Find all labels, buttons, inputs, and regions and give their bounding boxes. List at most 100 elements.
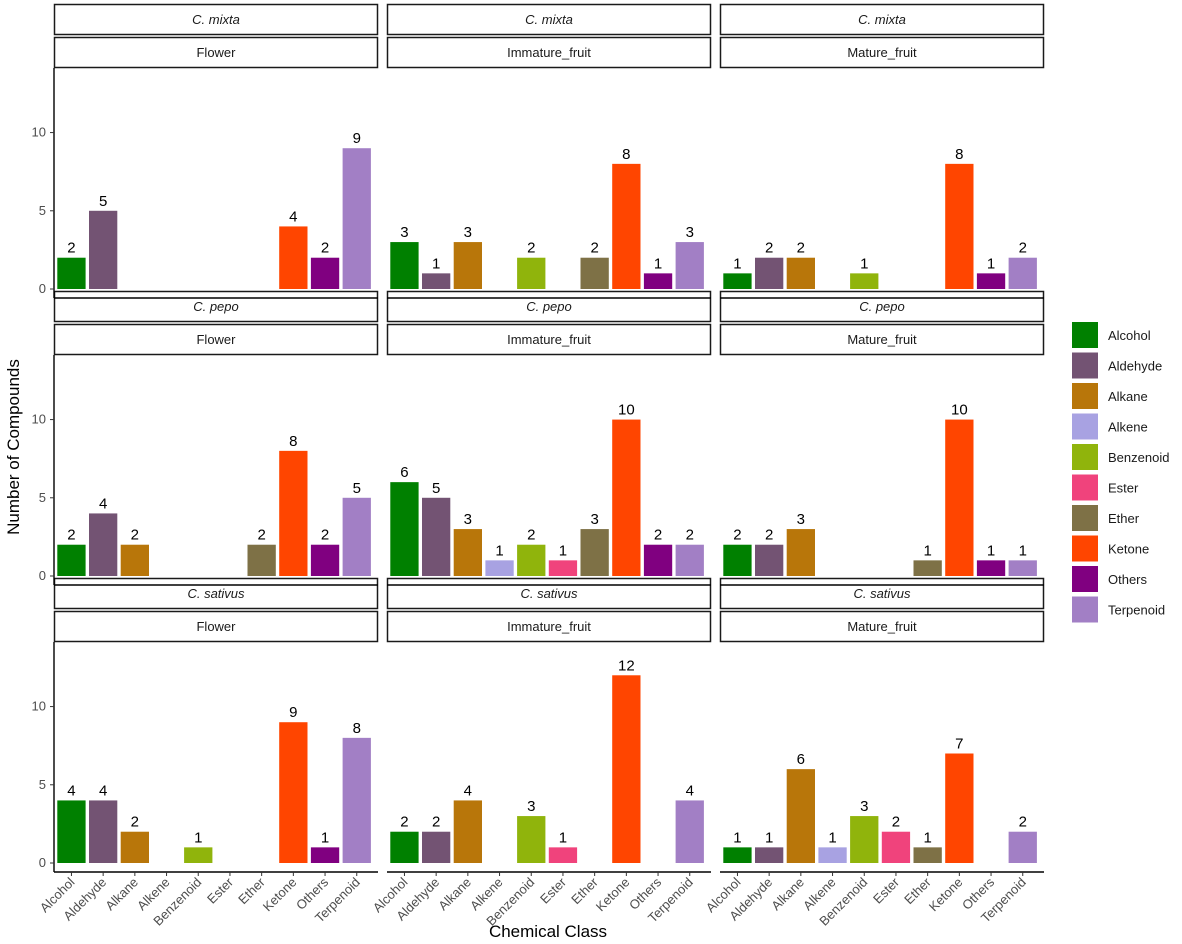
bar-value-label: 3 <box>797 511 805 528</box>
facet-panel: C. sativus Immature_fruit 2 2 4 3 1 12 4 <box>386 577 712 863</box>
bar-value-label: 3 <box>527 798 535 815</box>
legend-item-label: Terpenoid <box>1108 603 1165 618</box>
bar-value-label: 1 <box>860 255 868 272</box>
bar <box>881 831 911 863</box>
bar-value-label: 2 <box>432 814 440 831</box>
strip-species-label: C. pepo <box>526 299 572 314</box>
bar <box>390 482 419 576</box>
bar <box>390 831 419 863</box>
bar-value-label: 3 <box>860 798 868 815</box>
bar <box>675 242 704 289</box>
bar <box>723 847 752 863</box>
bar-value-label: 5 <box>99 193 107 210</box>
bar <box>643 273 673 289</box>
bar <box>342 737 371 863</box>
strip-tissue <box>719 36 1045 69</box>
bar-value-label: 1 <box>765 829 773 846</box>
bar <box>818 847 847 863</box>
x-tick-label: Ketone <box>593 875 633 915</box>
bar-value-label: 4 <box>67 782 75 799</box>
bar-value-label: 1 <box>654 255 662 272</box>
strip-species-label: C. sativus <box>853 586 911 601</box>
facet-panel: C. pepo Mature_fruit 2 2 3 1 10 1 1 <box>719 290 1045 576</box>
facet-panel: C. mixta Flower 2 5 4 2 9 <box>53 3 379 289</box>
bar <box>184 847 213 863</box>
bar <box>517 816 546 863</box>
strip-tissue-label: Mature_fruit <box>847 45 917 60</box>
strip-tissue <box>719 610 1045 643</box>
bar <box>850 816 879 863</box>
bar-value-label: 1 <box>321 829 329 846</box>
bar-value-label: 1 <box>987 542 995 559</box>
strip-species-label: C. sativus <box>520 586 578 601</box>
bar-value-label: 2 <box>527 527 535 544</box>
legend-item-label: Ether <box>1108 511 1140 526</box>
legend-swatch <box>1072 413 1098 440</box>
bar-value-label: 2 <box>321 240 329 257</box>
bar-value-label: 1 <box>923 829 931 846</box>
strip-species-label: C. mixta <box>858 12 906 27</box>
legend-swatch <box>1072 444 1098 470</box>
strip-species <box>386 290 712 323</box>
strip-species <box>386 577 712 610</box>
bar-value-label: 2 <box>400 814 408 831</box>
bar-value-label: 2 <box>797 240 805 257</box>
strip-species <box>53 290 379 323</box>
bar <box>120 831 149 863</box>
strip-species-label: C. pepo <box>859 299 905 314</box>
legend-item-label: Alkane <box>1108 389 1148 404</box>
bar-value-label: 2 <box>257 527 265 544</box>
bar <box>57 257 86 289</box>
strip-species <box>53 577 379 610</box>
bar <box>755 257 784 289</box>
y-tick-label: 0 <box>39 568 46 583</box>
bar <box>976 273 1006 289</box>
legend-swatch <box>1072 352 1098 379</box>
bar <box>422 497 451 576</box>
legend-swatch <box>1072 566 1098 592</box>
bar <box>342 148 371 289</box>
y-tick-label: 5 <box>39 490 46 505</box>
bar <box>342 497 371 576</box>
bar <box>945 419 974 576</box>
facet-panel: C. pepo Immature_fruit 6 5 3 1 2 1 3 10 2 2 <box>386 290 712 576</box>
strip-tissue-label: Mature_fruit <box>847 619 917 634</box>
legend-item-label: Ketone <box>1108 542 1149 557</box>
bar <box>755 544 784 576</box>
bar-value-label: 10 <box>951 402 968 419</box>
bar-value-label: 3 <box>464 511 472 528</box>
bar <box>390 242 419 289</box>
bar <box>517 257 546 289</box>
bar-value-label: 7 <box>955 736 963 753</box>
strip-tissue <box>386 36 712 69</box>
legend-item-label: Others <box>1108 572 1148 587</box>
bar <box>643 544 673 576</box>
strip-tissue-label: Flower <box>196 45 236 60</box>
bar-value-label: 2 <box>686 527 694 544</box>
bar <box>976 560 1006 576</box>
bar <box>675 800 704 863</box>
strip-species-label: C. mixta <box>525 12 573 27</box>
y-tick-label: 0 <box>39 855 46 870</box>
bar <box>786 257 815 289</box>
strip-tissue <box>386 323 712 356</box>
strip-species-label: C. mixta <box>192 12 240 27</box>
legend-swatch <box>1072 535 1098 562</box>
bar-value-label: 2 <box>733 527 741 544</box>
bar-value-label: 6 <box>797 751 805 768</box>
strip-species-label: C. sativus <box>187 586 245 601</box>
y-axis-title: Number of Compounds <box>4 359 23 535</box>
axes: 05100510AlcoholAldehydeAlkaneAlkeneBenze… <box>32 68 1044 929</box>
bar <box>580 257 609 289</box>
bar-value-label: 1 <box>495 542 503 559</box>
bar-value-label: 2 <box>590 240 598 257</box>
bar-value-label: 5 <box>353 480 361 497</box>
x-tick-label: Alkane <box>102 875 141 914</box>
bar <box>310 257 340 289</box>
bar <box>310 847 340 863</box>
bar <box>612 419 641 576</box>
bar <box>422 273 451 289</box>
bar <box>723 544 752 576</box>
strip-tissue <box>386 610 712 643</box>
